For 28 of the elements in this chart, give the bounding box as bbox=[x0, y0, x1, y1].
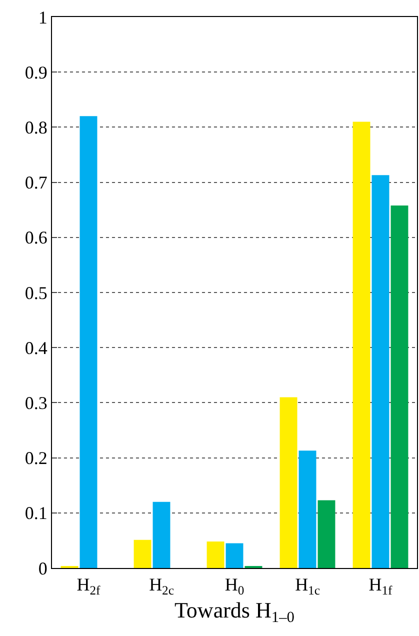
bar bbox=[280, 397, 298, 568]
x-tick-label: H$_{1c}$ bbox=[295, 574, 320, 598]
bar bbox=[134, 540, 152, 568]
y-tick-label: 0.8 bbox=[24, 118, 48, 138]
bar bbox=[352, 122, 370, 568]
bar bbox=[298, 450, 316, 568]
bar bbox=[390, 205, 408, 568]
y-tick-label: 0.1 bbox=[24, 503, 48, 524]
y-tick-label: 0.3 bbox=[24, 393, 48, 413]
bar bbox=[206, 542, 224, 568]
x-tick-label: H$_{2f}$ bbox=[76, 574, 102, 598]
y-tick-label: 0.6 bbox=[24, 228, 48, 248]
y-tick-label: 0.9 bbox=[24, 62, 48, 82]
x-tick-label: H$_{0}$ bbox=[224, 574, 244, 598]
bar bbox=[152, 502, 170, 568]
bar bbox=[372, 175, 390, 568]
bar bbox=[80, 116, 98, 568]
y-tick-label: 1 bbox=[38, 7, 48, 28]
y-tick-label: 0.5 bbox=[24, 282, 48, 303]
bar bbox=[226, 543, 244, 568]
y-tick-label: 0.7 bbox=[24, 172, 48, 193]
x-axis-title: Towards H$_{1–0}$ bbox=[174, 597, 295, 626]
bar bbox=[318, 500, 336, 568]
x-tick-label: H$_{1f}$ bbox=[368, 574, 394, 598]
y-tick-label: 0 bbox=[38, 558, 48, 578]
x-tick-label: H$_{2c}$ bbox=[149, 574, 174, 598]
y-tick-label: 0.4 bbox=[24, 338, 48, 358]
y-tick-label: 0.2 bbox=[24, 448, 48, 468]
